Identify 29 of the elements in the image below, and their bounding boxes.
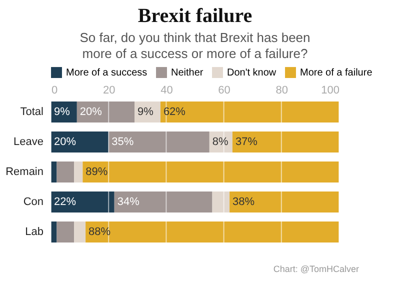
chart-subtitle: So far, do you think that Brexit has been more of a success or more of a failure? — [80, 30, 310, 61]
data-label: 9% — [138, 106, 154, 118]
data-label: 22% — [54, 196, 76, 208]
legend-label: More of a failure — [300, 68, 373, 79]
data-label: 8% — [212, 136, 229, 148]
data-label: 9% — [54, 106, 70, 118]
y-tick-label: Con — [23, 196, 44, 208]
data-label: 20% — [80, 106, 102, 118]
legend-label: Don't know — [227, 68, 277, 79]
y-tick-label: Total — [20, 106, 44, 118]
data-label: 35% — [112, 136, 134, 148]
x-tick-label: 80 — [276, 84, 288, 96]
x-tick-label: 40 — [160, 84, 173, 96]
x-tick-label: 100 — [321, 84, 340, 96]
legend-label: Neither — [171, 68, 204, 79]
data-label: 37% — [235, 136, 258, 148]
data-label: 38% — [232, 196, 255, 208]
x-tick-label: 60 — [218, 84, 230, 96]
x-tick-label: 0 — [52, 84, 58, 96]
text: Chart: @TomHCalver — [273, 264, 359, 274]
x-tick-label: 20 — [102, 84, 116, 96]
data-label: 20% — [54, 136, 76, 148]
data-label: 34% — [117, 196, 140, 208]
chart-title: Brexit failure — [138, 5, 252, 27]
y-tick-label: Remain — [6, 166, 44, 178]
y-tick-label: Leave — [14, 136, 44, 148]
legend-label: More of a success — [66, 68, 148, 79]
data-label: 89% — [86, 166, 108, 178]
y-tick-label: Lab — [25, 226, 44, 238]
